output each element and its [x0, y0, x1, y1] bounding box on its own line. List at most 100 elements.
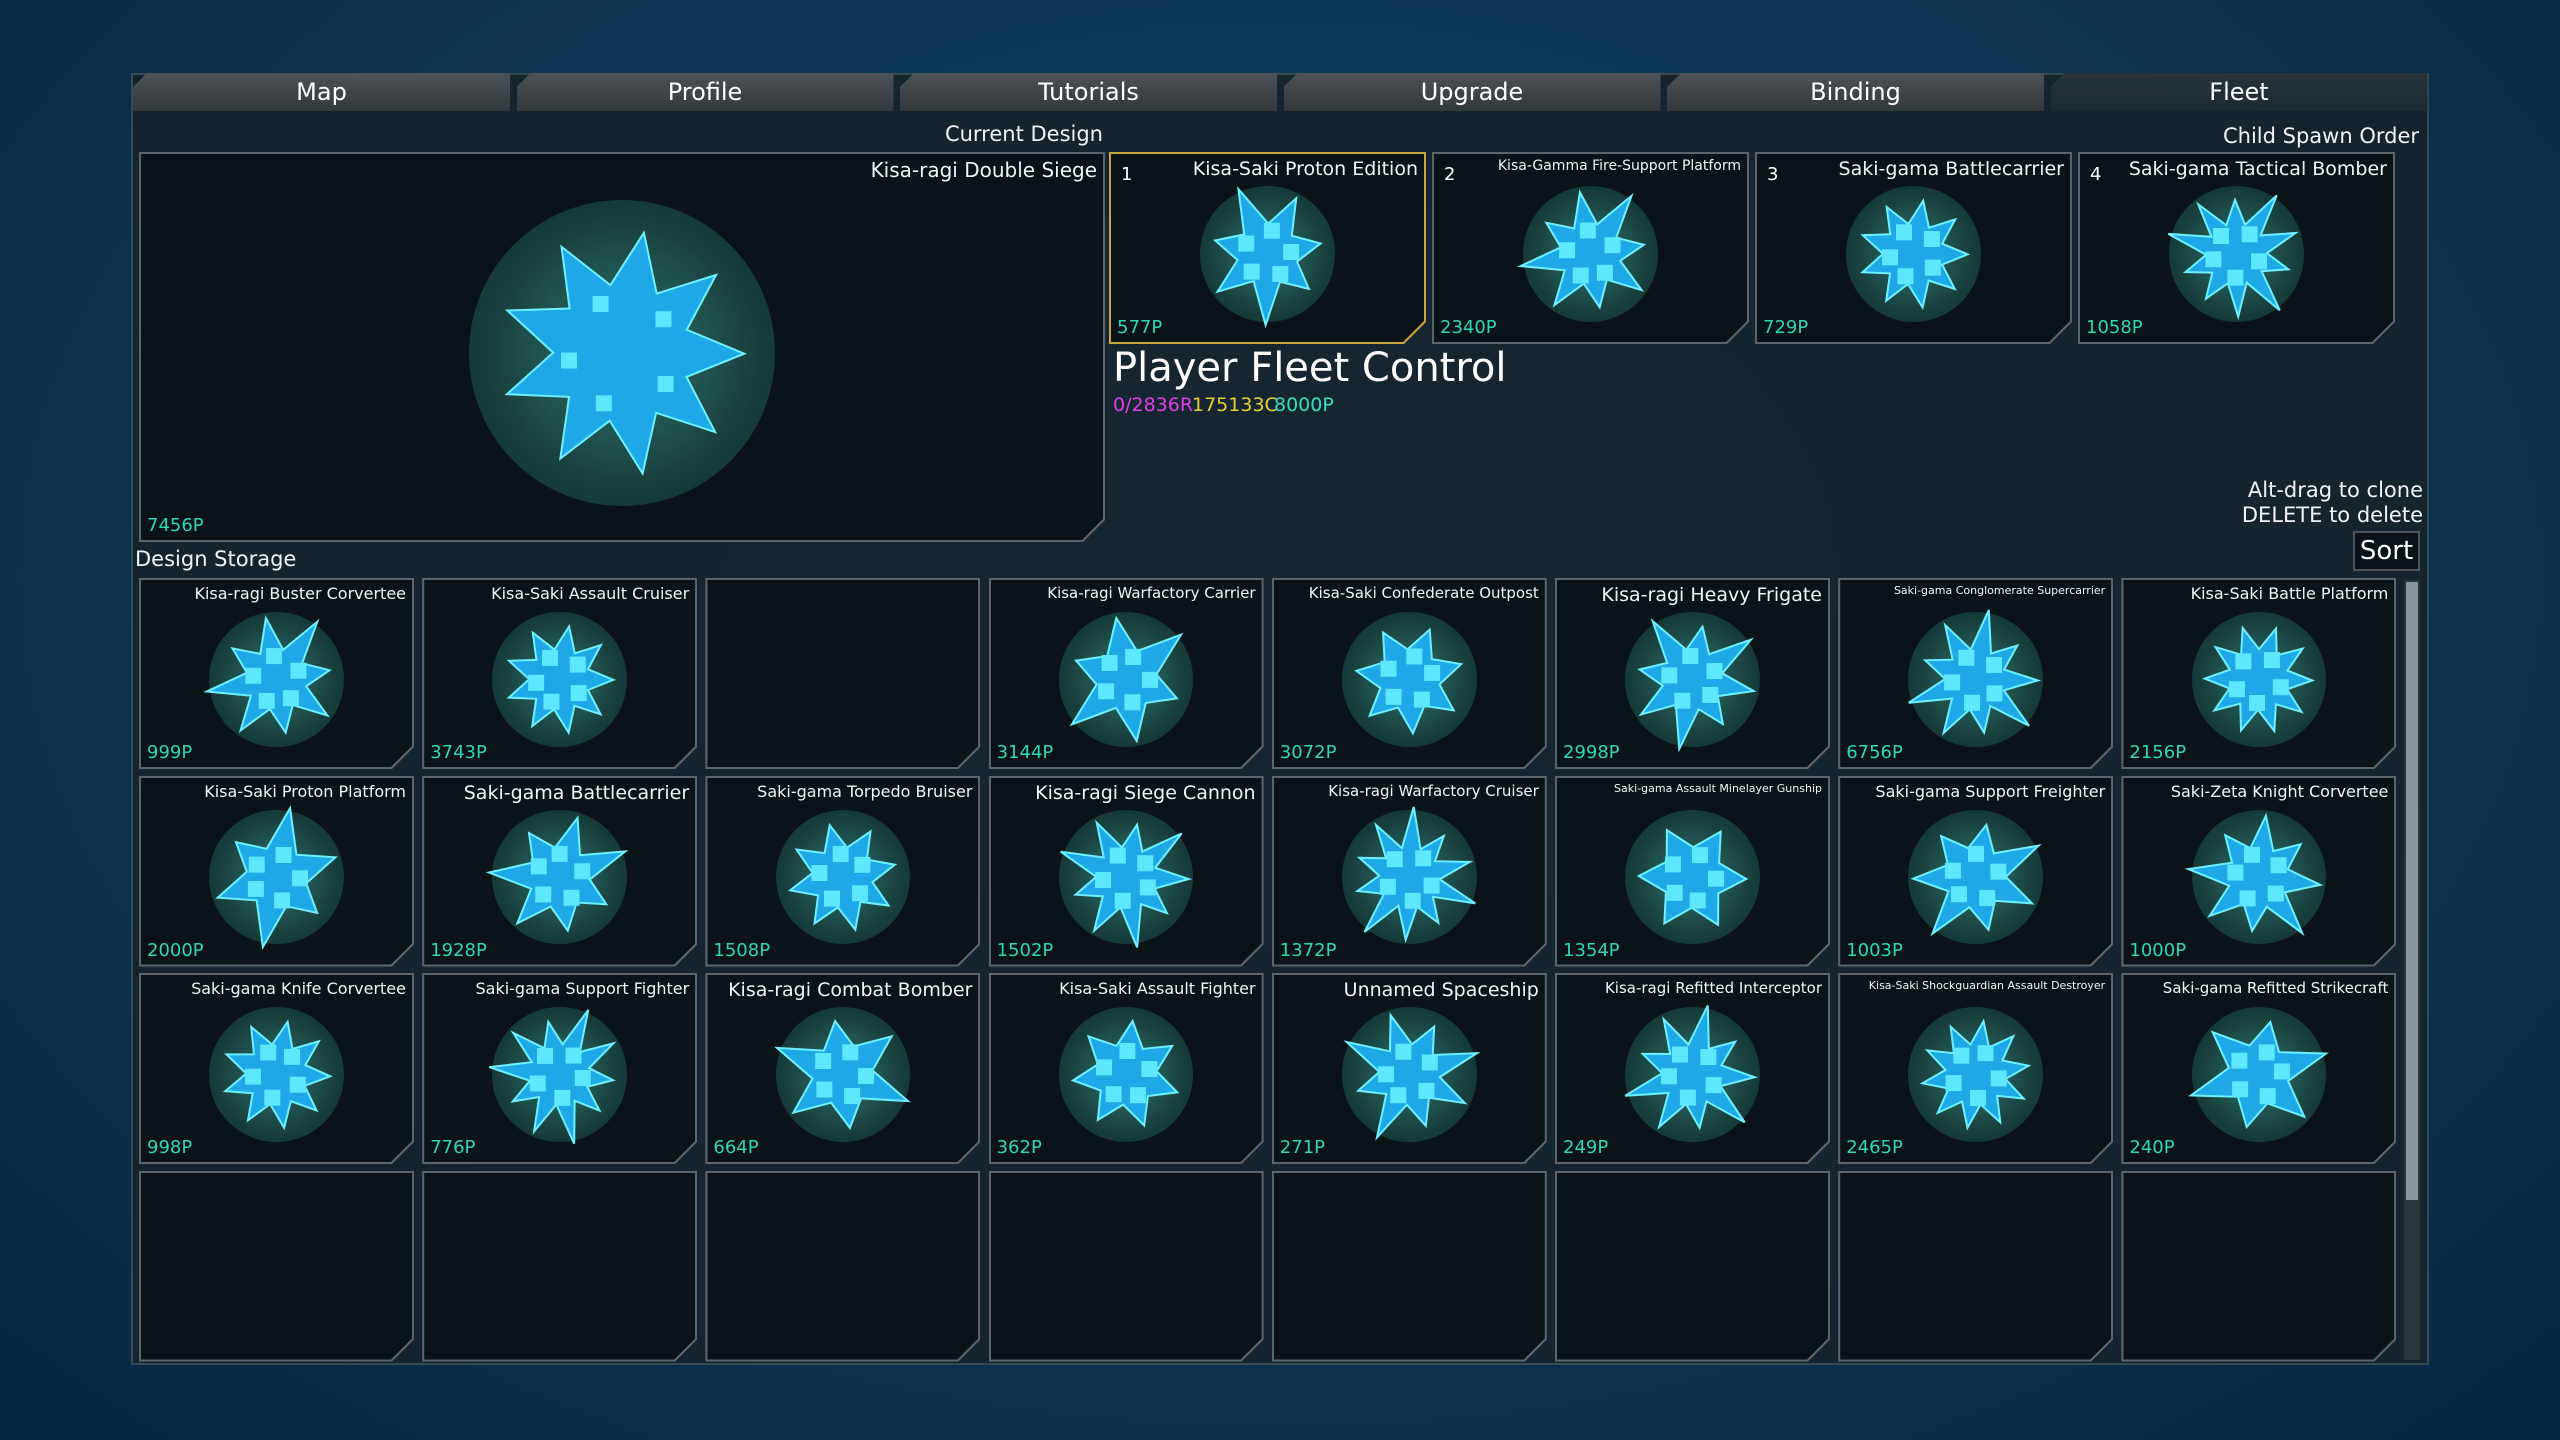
- ship-module: [1418, 1083, 1434, 1099]
- storage-slot[interactable]: [1272, 1171, 1547, 1362]
- storage-slot[interactable]: Saki-gama Torpedo Bruiser 1508P: [705, 776, 980, 967]
- storage-slot[interactable]: Kisa-Saki Assault Cruiser 3743P: [422, 578, 697, 769]
- spawn-slot[interactable]: 2 Kisa-Gamma Fire-Support Platform 2340P: [1432, 152, 1749, 344]
- slot-view: Kisa-ragi Siege Cannon 1502P: [991, 778, 1262, 965]
- storage-slot[interactable]: Saki-gama Conglomerate Supercarrier 6756P: [1838, 578, 2113, 769]
- storage-slot[interactable]: Kisa-Saki Battle Platform 2156P: [2121, 578, 2396, 769]
- storage-slot[interactable]: Saki-gama Knife Corvertee 998P: [139, 973, 414, 1164]
- storage-slot[interactable]: [2121, 1171, 2396, 1362]
- storage-slot[interactable]: [1555, 1171, 1830, 1362]
- ship-module: [1390, 1087, 1406, 1103]
- ship-module: [1986, 657, 2002, 673]
- ship-module: [2251, 253, 2267, 269]
- ship-art: [141, 975, 412, 1162]
- tab[interactable]: Fleet: [2050, 73, 2428, 111]
- slot-view: [424, 1173, 695, 1360]
- ship-hull: [225, 1022, 330, 1128]
- ship-hull: [218, 808, 336, 947]
- ship-module: [245, 668, 261, 684]
- ship-art: [991, 580, 1262, 767]
- storage-slot[interactable]: Kisa-Saki Shockguardian Assault Destroye…: [1838, 973, 2113, 1164]
- ship-art: [1111, 154, 1424, 342]
- tab[interactable]: Tutorials: [900, 73, 1277, 111]
- ship-module: [1964, 695, 1980, 711]
- storage-slot[interactable]: Kisa-ragi Refitted Interceptor 249P: [1555, 973, 1830, 1164]
- ship-hull: [2205, 628, 2313, 731]
- storage-slot[interactable]: Kisa-ragi Siege Cannon 1502P: [989, 776, 1264, 967]
- ship-module: [817, 1082, 833, 1098]
- ship-module: [575, 1070, 591, 1086]
- tab[interactable]: Binding: [1667, 73, 2044, 111]
- ship-module: [1692, 847, 1708, 863]
- storage-slot[interactable]: Unnamed Spaceship 271P: [1272, 973, 1547, 1164]
- ship-module: [1423, 877, 1439, 893]
- ship-module: [1951, 886, 1967, 902]
- slot-view: Saki-gama Knife Corvertee 998P: [141, 975, 412, 1162]
- storage-slot[interactable]: [139, 1171, 414, 1362]
- ship-hull: [2191, 1022, 2326, 1127]
- storage-slot[interactable]: Kisa-ragi Combat Bomber 664P: [705, 973, 980, 1164]
- current-design[interactable]: Kisa-ragi Double Siege 7456P: [139, 152, 1105, 542]
- slot-points: 1058P: [2086, 317, 2143, 338]
- ship-module: [1101, 655, 1117, 671]
- scroll-thumb[interactable]: [2406, 582, 2418, 1200]
- ship-module: [2264, 652, 2280, 668]
- storage-slot[interactable]: Kisa-ragi Warfactory Carrier 3144P: [989, 578, 1264, 769]
- ship-hull: [1640, 621, 1754, 749]
- storage-slot[interactable]: [989, 1171, 1264, 1362]
- ship-module: [245, 1069, 261, 1085]
- storage-slot[interactable]: Kisa-Saki Proton Platform 2000P: [139, 776, 414, 967]
- design-points: 6756P: [1846, 742, 1903, 763]
- tab[interactable]: Upgrade: [1283, 73, 1661, 111]
- ship-hull: [489, 1010, 613, 1144]
- storage-slot[interactable]: Saki-gama Support Fighter 776P: [422, 973, 697, 1164]
- storage-slot[interactable]: Kisa-ragi Heavy Frigate 2998P: [1555, 578, 1830, 769]
- spawn-slot[interactable]: 4 Saki-gama Tactical Bomber 1058P: [2078, 152, 2395, 344]
- storage-slot[interactable]: [705, 1171, 980, 1362]
- spawn-slot[interactable]: 1 Kisa-Saki Proton Edition 577P: [1109, 152, 1426, 344]
- ship-module: [264, 1090, 280, 1106]
- ship-module: [1925, 260, 1941, 276]
- ship-module: [1422, 1055, 1438, 1071]
- ship-art: [1840, 778, 2111, 965]
- slot-name: Saki-gama Battlecarrier: [1838, 158, 2064, 180]
- ship-module: [655, 311, 671, 327]
- storage-slot[interactable]: Saki-gama Support Freighter 1003P: [1838, 776, 2113, 967]
- storage-slot[interactable]: Kisa-Saki Assault Fighter 362P: [989, 973, 1264, 1164]
- ship-module: [1380, 661, 1396, 677]
- ship-module: [542, 650, 558, 666]
- tab[interactable]: Map: [133, 73, 510, 111]
- ship-hull: [1357, 806, 1475, 939]
- ship-module: [564, 889, 580, 905]
- ship-module: [2242, 226, 2258, 242]
- storage-slot[interactable]: [422, 1171, 697, 1362]
- ship-hull: [1060, 822, 1188, 947]
- ship-art: [1557, 580, 1828, 767]
- storage-slot[interactable]: Kisa-Saki Confederate Outpost 3072P: [1272, 578, 1547, 769]
- storage-slot[interactable]: Kisa-ragi Buster Corvertee 999P: [139, 578, 414, 769]
- tab[interactable]: Profile: [516, 73, 894, 111]
- ship-module: [528, 675, 544, 691]
- ship-module: [2228, 864, 2244, 880]
- sort-button[interactable]: Sort: [2353, 531, 2420, 571]
- storage-slot[interactable]: [705, 578, 980, 769]
- design-points: 1928P: [430, 939, 487, 961]
- storage-slot[interactable]: Saki-gama Battlecarrier 1928P: [422, 776, 697, 967]
- slot-view: Kisa-Saki Shockguardian Assault Destroye…: [1840, 975, 2111, 1162]
- ship-module: [1924, 231, 1940, 247]
- storage-slot[interactable]: Kisa-ragi Warfactory Cruiser 1372P: [1272, 776, 1547, 967]
- storage-slot[interactable]: Saki-Zeta Knight Corvertee 1000P: [2121, 776, 2396, 967]
- ship-module: [2213, 228, 2229, 244]
- storage-slot[interactable]: Saki-gama Refitted Strikecraft 240P: [2121, 973, 2396, 1164]
- slot-view: Kisa-Saki Battle Platform 2156P: [2123, 580, 2394, 767]
- storage-slot[interactable]: [1838, 1171, 2113, 1362]
- current-design-label: Current Design: [944, 122, 1103, 146]
- design-name: Kisa-ragi Warfactory Cruiser: [1328, 781, 1539, 800]
- storage-slot[interactable]: Saki-gama Assault Minelayer Gunship 1354P: [1555, 776, 1830, 967]
- ship-module: [858, 1068, 874, 1084]
- ship-module: [824, 890, 840, 906]
- slot-view: [1557, 1173, 1828, 1360]
- spawn-slot[interactable]: 3 Saki-gama Battlecarrier 729P: [1755, 152, 2072, 344]
- ship-module: [1559, 242, 1575, 258]
- ship-hull: [207, 618, 330, 733]
